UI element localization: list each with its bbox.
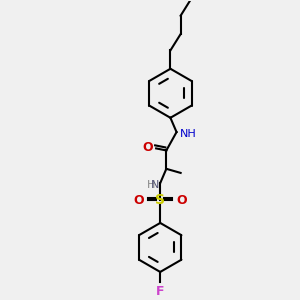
- Text: N: N: [151, 180, 159, 190]
- Text: F: F: [156, 285, 164, 298]
- Text: NH: NH: [180, 129, 196, 139]
- Text: O: O: [133, 194, 144, 207]
- Text: S: S: [155, 194, 165, 208]
- Text: O: O: [142, 141, 153, 154]
- Text: H: H: [147, 180, 155, 190]
- Text: O: O: [176, 194, 187, 207]
